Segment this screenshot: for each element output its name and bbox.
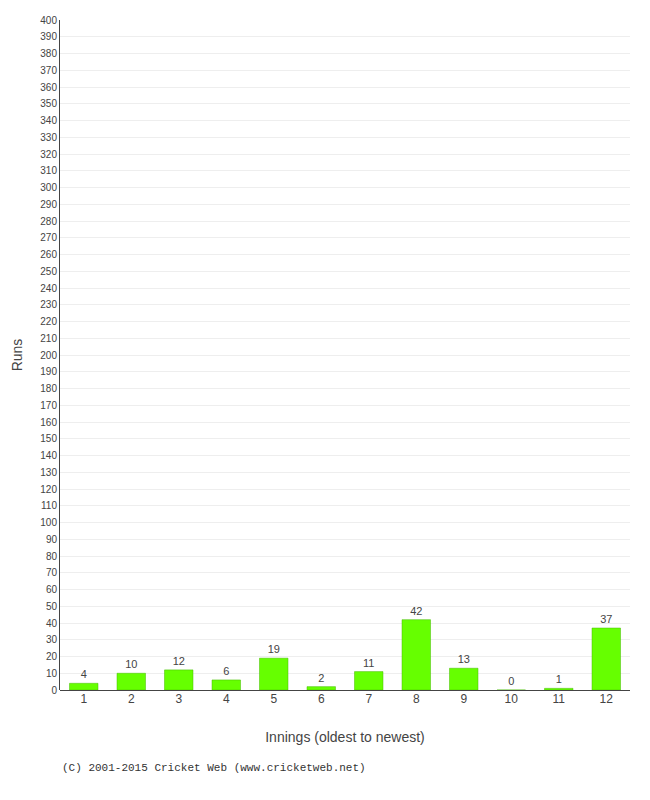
svg-text:11: 11: [363, 657, 374, 669]
svg-text:340: 340: [40, 115, 57, 126]
svg-text:30: 30: [46, 634, 58, 645]
svg-text:160: 160: [40, 417, 57, 428]
svg-text:2: 2: [318, 672, 324, 684]
svg-text:Runs: Runs: [9, 339, 25, 372]
svg-text:290: 290: [40, 199, 57, 210]
svg-text:60: 60: [46, 584, 58, 595]
svg-text:8: 8: [413, 692, 420, 706]
svg-text:180: 180: [40, 383, 57, 394]
svg-text:260: 260: [40, 249, 57, 260]
svg-text:5: 5: [270, 692, 277, 706]
svg-text:200: 200: [40, 350, 57, 361]
svg-text:10: 10: [125, 658, 137, 670]
svg-text:6: 6: [223, 665, 229, 677]
svg-text:1: 1: [556, 673, 562, 685]
svg-text:6: 6: [318, 692, 325, 706]
svg-text:230: 230: [40, 299, 57, 310]
svg-text:210: 210: [40, 333, 57, 344]
svg-text:4: 4: [81, 668, 87, 680]
svg-text:1: 1: [80, 692, 87, 706]
svg-text:220: 220: [40, 316, 57, 327]
svg-text:12: 12: [600, 692, 614, 706]
svg-text:2: 2: [128, 692, 135, 706]
svg-text:250: 250: [40, 266, 57, 277]
svg-text:270: 270: [40, 232, 57, 243]
svg-text:310: 310: [40, 165, 57, 176]
svg-text:10: 10: [505, 692, 519, 706]
svg-text:(C) 2001-2015 Cricket Web (www: (C) 2001-2015 Cricket Web (www.cricketwe…: [62, 762, 366, 774]
svg-text:10: 10: [46, 668, 58, 679]
svg-text:370: 370: [40, 65, 57, 76]
svg-text:20: 20: [46, 651, 58, 662]
svg-text:360: 360: [40, 82, 57, 93]
svg-text:Innings (oldest to newest): Innings (oldest to newest): [265, 729, 425, 745]
svg-text:320: 320: [40, 149, 57, 160]
svg-text:90: 90: [46, 534, 58, 545]
svg-text:9: 9: [460, 692, 467, 706]
svg-text:140: 140: [40, 450, 57, 461]
svg-text:7: 7: [365, 692, 372, 706]
svg-text:300: 300: [40, 182, 57, 193]
svg-text:350: 350: [40, 98, 57, 109]
svg-text:330: 330: [40, 132, 57, 143]
svg-text:280: 280: [40, 216, 57, 227]
svg-text:19: 19: [268, 643, 280, 655]
svg-text:190: 190: [40, 366, 57, 377]
svg-text:37: 37: [600, 613, 612, 625]
svg-text:390: 390: [40, 31, 57, 42]
svg-text:70: 70: [46, 567, 58, 578]
svg-text:13: 13: [458, 653, 470, 665]
svg-text:50: 50: [46, 601, 58, 612]
svg-text:4: 4: [223, 692, 230, 706]
svg-text:170: 170: [40, 400, 57, 411]
svg-text:130: 130: [40, 467, 57, 478]
svg-text:11: 11: [553, 692, 566, 706]
svg-text:3: 3: [175, 692, 182, 706]
svg-text:12: 12: [173, 655, 185, 667]
svg-text:0: 0: [508, 675, 514, 687]
svg-text:120: 120: [40, 484, 57, 495]
svg-text:100: 100: [40, 517, 57, 528]
svg-text:0: 0: [51, 685, 57, 696]
svg-text:110: 110: [41, 500, 57, 511]
svg-text:380: 380: [40, 48, 57, 59]
svg-text:40: 40: [46, 618, 58, 629]
svg-text:150: 150: [40, 433, 57, 444]
svg-text:400: 400: [40, 15, 57, 26]
svg-text:240: 240: [40, 283, 57, 294]
svg-text:80: 80: [46, 551, 58, 562]
svg-text:42: 42: [410, 605, 422, 617]
